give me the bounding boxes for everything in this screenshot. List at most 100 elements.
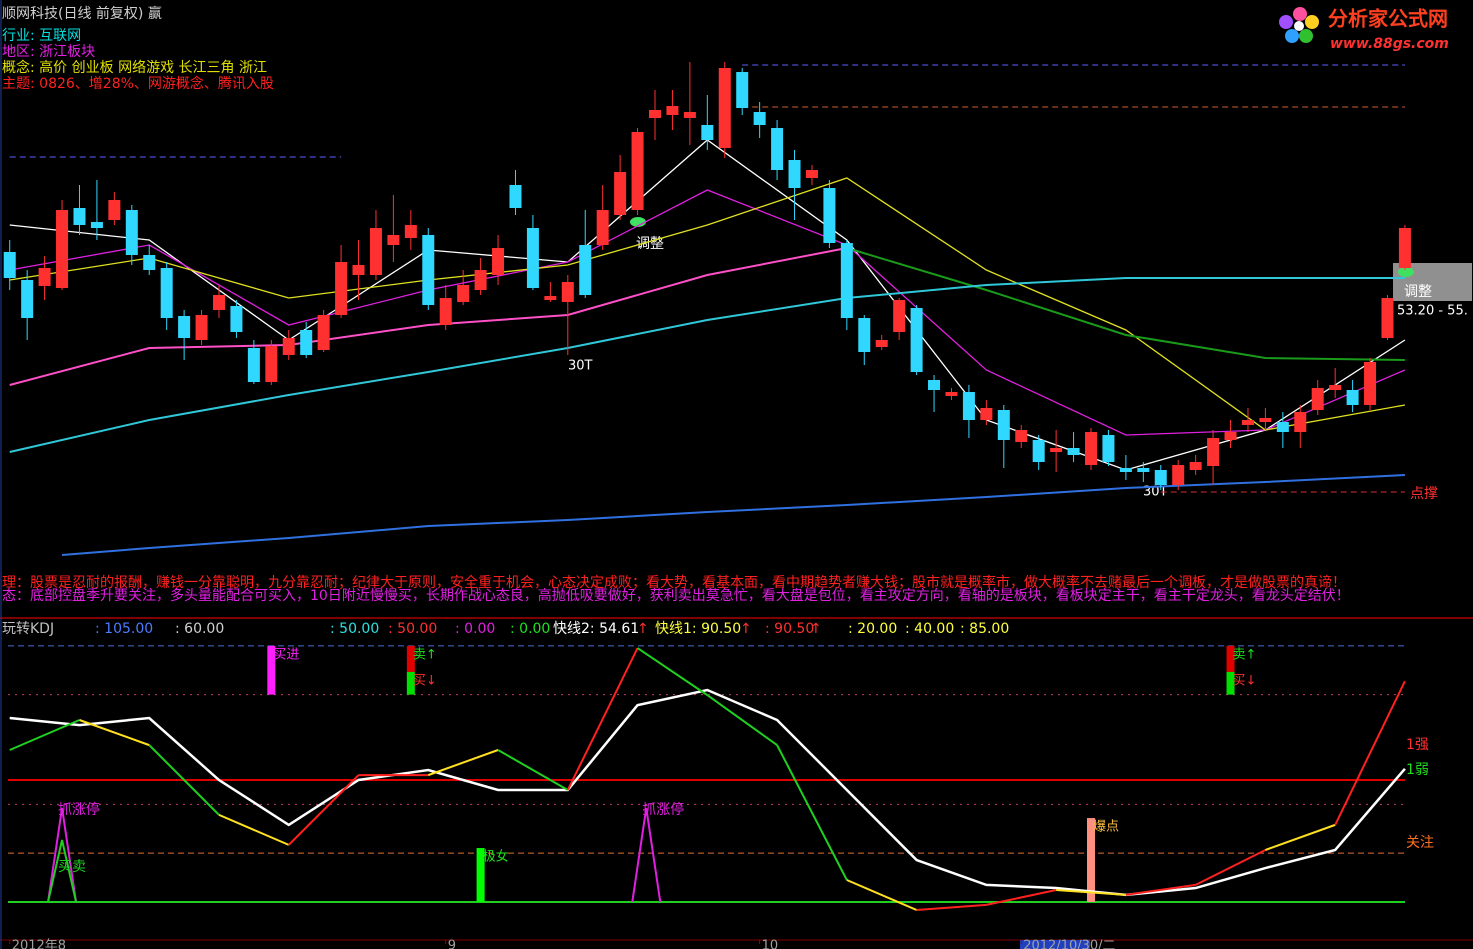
fast-line-segment (566, 647, 639, 791)
candle-body (788, 160, 801, 188)
candle-body (997, 410, 1010, 440)
signal-label: 卖↑ (1233, 647, 1257, 662)
x-tick-label: 2012年8 (12, 939, 66, 949)
candle-body (666, 106, 679, 115)
candle-body (492, 248, 505, 275)
legend-item: ↑ (637, 621, 649, 637)
info-line: 主题: 0826、增28%、网游概念、腾讯入股 (2, 75, 274, 92)
candle-body (561, 282, 574, 302)
fast-line-segment (497, 749, 569, 791)
candle-body (1224, 432, 1237, 440)
signal-spike (47, 807, 78, 903)
legend-item: 快线2: 54.61 (553, 621, 639, 637)
legend-item: : 0.00 (510, 621, 550, 637)
signal-spike (47, 839, 78, 903)
candle-body (1172, 465, 1185, 485)
candle-body (439, 298, 452, 325)
signal-bar (1226, 645, 1235, 672)
fast-line-segment (1056, 889, 1126, 896)
candle-body (771, 128, 784, 170)
signal-label: 抓涨停 (58, 801, 100, 818)
candle-body (701, 125, 714, 140)
ma-line (9, 277, 1405, 453)
x-tick-label: 10 (762, 939, 779, 949)
signal-bar (406, 645, 415, 672)
signal-label: 买卖 (58, 859, 86, 875)
candle-body (1189, 462, 1202, 470)
candle-body (195, 315, 208, 340)
signal-label: 买进 (273, 647, 299, 662)
candle-body (160, 268, 173, 318)
signal-label: 卖↑ (413, 647, 437, 662)
candle-body (1398, 228, 1411, 268)
fast-line-segment (986, 889, 1057, 906)
fast-line-segment (288, 774, 360, 846)
fast-line-segment (846, 879, 917, 911)
annotation: 30T (1143, 485, 1168, 500)
info-line: 行业: 互联网 (2, 28, 81, 44)
candle-body (649, 110, 661, 118)
candle-body (1207, 438, 1220, 466)
candle-body (3, 252, 16, 278)
x-tick-label: 9 (448, 939, 456, 949)
fast-line-segment (1265, 823, 1336, 851)
candle-body (596, 210, 609, 245)
fast-line-segment (706, 694, 778, 746)
signal-bar (406, 671, 415, 695)
logo-text: 分析家公式网 (1328, 7, 1448, 31)
signal-spike (631, 807, 662, 903)
candle-body (1241, 420, 1254, 425)
side-label: 1强 (1406, 737, 1429, 753)
candle-body (631, 132, 644, 210)
legend-item: : 0.00 (455, 621, 495, 637)
candle-body (404, 225, 417, 238)
ma-line (846, 247, 1405, 361)
ma-line (61, 474, 1405, 556)
candle-body (1119, 468, 1132, 472)
candle-body (1364, 362, 1377, 405)
note: 理：股票是忍耐的报酬，赚钱一分靠聪明，九分靠忍耐；纪律大于原则，安全重于机会，心… (2, 574, 1346, 591)
slow-line (9, 688, 1406, 897)
signal-bar (1226, 671, 1235, 695)
candle-body (1067, 448, 1080, 455)
signal-label: 买↓ (1233, 673, 1257, 688)
candle-body (526, 228, 539, 288)
fast-line-segment (218, 813, 290, 846)
candle-body (474, 270, 487, 290)
legend-item: : 90.50 (765, 621, 814, 637)
ma-line (9, 247, 848, 386)
candle-body (928, 380, 941, 390)
candle-body (1137, 468, 1150, 472)
candle-body (369, 228, 382, 275)
candle-body (230, 306, 243, 332)
candle-body (90, 222, 103, 228)
fast-line-segment (1195, 849, 1266, 886)
side-label: 关注 (1406, 835, 1434, 851)
signal-label: 极女 (483, 849, 509, 865)
candle-body (544, 296, 557, 300)
annotation: 调整 (1404, 284, 1432, 300)
chart-title: 顺网科技(日线 前复权) 赢 (2, 5, 162, 22)
candle-body (1381, 298, 1394, 338)
candle-body (265, 346, 278, 382)
annotation: 53.20 - 55. (1397, 304, 1468, 319)
candle-body (718, 68, 731, 148)
fast-line-segment (148, 744, 220, 816)
side-label: 1弱 (1406, 762, 1429, 778)
candle-body (753, 112, 766, 125)
fast-line-segment (9, 719, 80, 751)
candle-body (875, 340, 888, 347)
candle-body (178, 316, 191, 338)
date-highlight (1020, 940, 1090, 949)
candle-body (509, 185, 522, 208)
candle-body (1346, 390, 1359, 405)
legend-item: : 60.00 (175, 621, 224, 637)
candle-body (108, 200, 121, 220)
candle-body (38, 268, 51, 286)
legend-item: : 40.00 (905, 621, 954, 637)
fast-line-segment (1125, 883, 1196, 896)
candle-body (1294, 412, 1307, 432)
candle-body (1259, 418, 1272, 422)
signal-icon (1398, 267, 1414, 277)
